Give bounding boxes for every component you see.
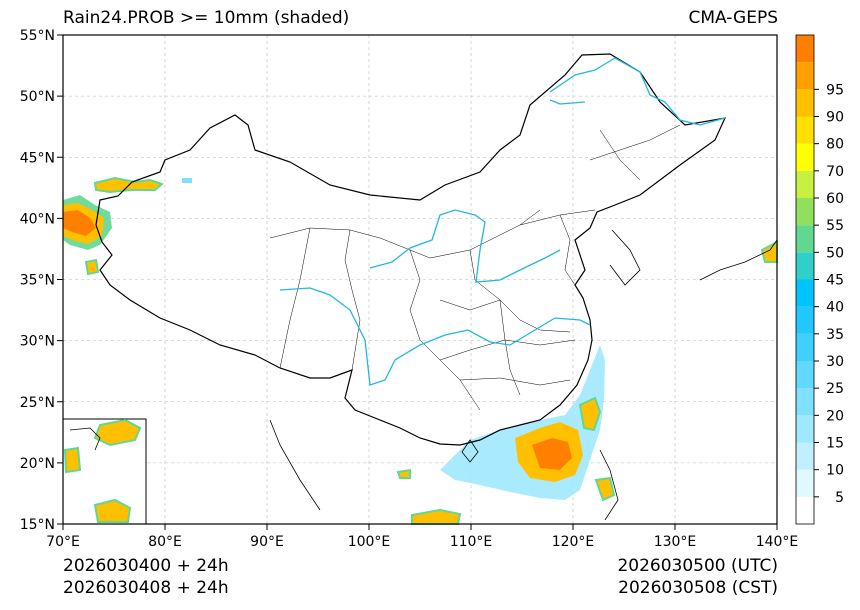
init-time-utc: 2026030400 + 24h [63,556,229,576]
lat-tick-label: 55°N [20,28,55,44]
colorbar-swatch [796,89,814,117]
colorbar-label: 55 [826,218,844,234]
shade-xinjiang-small [182,178,192,183]
colorbar-swatch [796,306,814,334]
valid-time-cst: 2026030508 (CST) [618,578,778,598]
lat-tick-label: 30°N [20,334,55,350]
colorbar-label: 45 [826,273,844,289]
colorbar-swatch [796,361,814,389]
colorbar-label: 5 [835,490,844,506]
colorbar-label: 50 [826,245,844,261]
yangtze-river [279,287,591,386]
init-time-cst: 2026030408 + 24h [63,578,229,598]
colorbar-swatch [796,62,814,90]
shade-luzon [594,476,616,502]
colorbar-swatch [796,388,814,416]
colorbar-swatch [796,442,814,470]
colorbar-label: 70 [826,164,844,180]
colorbar-label: 20 [826,408,844,424]
lon-tick-label: 120°E [552,534,595,550]
nenjiang [549,99,586,105]
heilongjiang [549,57,726,126]
colorbar-label: 60 [826,191,844,207]
lat-tick-label: 15°N [20,517,55,533]
lat-tick-label: 50°N [20,89,55,105]
colorbar-label: 80 [826,137,844,153]
lon-tick-label: 130°E [654,534,697,550]
lon-tick-label: 80°E [148,534,182,550]
colorbar-swatch [796,143,814,171]
colorbar-label: 90 [826,110,844,126]
colorbar-swatch [796,116,814,144]
colorbar: 5 10 15 20 25 30 35 40 45 50 55 60 70 80 90 95 [795,34,844,525]
shade-xinjiang-core [63,210,96,236]
colorbar-label: 40 [826,300,844,316]
colorbar-swatch [796,225,814,253]
lat-tick-label: 35°N [20,273,55,289]
valid-time-utc: 2026030500 (UTC) [617,556,778,576]
lat-tick-label: 40°N [20,211,55,227]
colorbar-swatch [796,252,814,280]
rivers [279,57,726,386]
colorbar-swatch [796,469,814,497]
inset-coast [69,427,101,451]
lat-tick-label: 45°N [20,150,55,166]
shade-kunlun [84,258,100,276]
map-axes: 70°E 80°E 90°E 100°E 110°E 120°E 130°E 140°E 15°… [20,28,799,550]
inset-shade-north [93,418,142,447]
colorbar-label: 30 [826,354,844,370]
province-borders [269,124,681,411]
colorbar-swatch [796,415,814,443]
shade-scs-core [532,438,572,470]
colorbar-label: 10 [826,463,844,479]
colorbar-swatch [796,333,814,361]
colorbar-swatch [796,279,814,307]
inset-shade-south [93,498,132,523]
model-name: CMA-GEPS [688,8,778,28]
map-title: Rain24.PROB >= 10mm (shaded) [63,8,350,28]
south-china-sea-inset [62,418,147,525]
colorbar-swatch [796,35,814,63]
lat-tick-label: 25°N [20,395,55,411]
shade-taiwan [578,396,602,432]
china-border [95,53,727,446]
colorbar-label: 15 [826,436,844,452]
shade-gulf [411,508,462,525]
lon-tick-label: 100°E [348,534,391,550]
colorbar-swatch [796,170,814,198]
lon-tick-label: 140°E [756,534,799,550]
lon-tick-label: 110°E [450,534,493,550]
neighbour-coasts [269,229,778,521]
lon-tick-label: 70°E [46,534,80,550]
shade-hainan-east [396,468,411,479]
lon-tick-label: 90°E [250,534,284,550]
colorbar-label: 25 [826,381,844,397]
colorbar-swatch [796,198,814,226]
inset-shade-west [63,446,82,474]
colorbar-label: 35 [826,327,844,343]
yellow-river [369,209,561,283]
colorbar-swatch [796,496,814,524]
colorbar-label: 95 [826,82,844,98]
lat-tick-label: 20°N [20,456,55,472]
